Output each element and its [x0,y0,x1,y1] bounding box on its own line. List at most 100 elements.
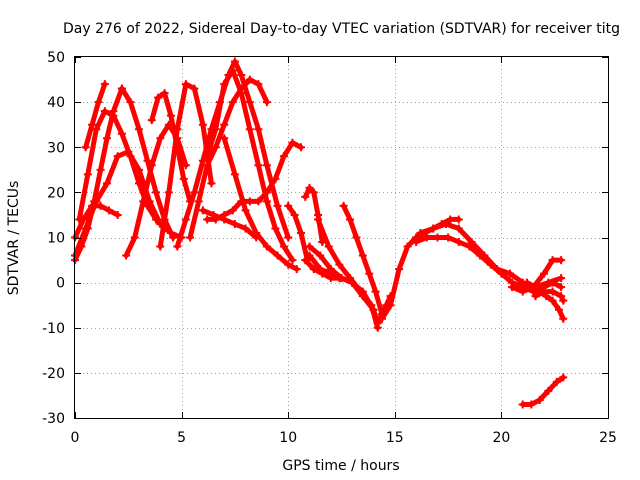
data-point [273,201,282,210]
data-point [203,152,212,161]
data-point [181,80,190,89]
data-point [548,296,557,305]
data-point [88,120,97,129]
data-point [548,278,557,287]
data-point [198,120,207,129]
data-point [96,201,105,210]
data-point [173,242,182,251]
data-point [412,238,421,247]
data-point [305,242,314,251]
data-point [433,233,442,242]
y-tick-label: -10 [42,321,65,337]
data-point [113,152,122,161]
y-tick-label: -30 [42,411,65,427]
data-point [126,98,135,107]
data-point [220,215,229,224]
data-point [209,210,218,219]
data-point [271,224,280,233]
data-point [290,210,299,219]
data-point [444,233,453,242]
data-point [369,305,378,314]
data-point [296,228,305,237]
data-point [186,233,195,242]
x-tick-label: 5 [177,430,186,446]
series-arc-13 [203,138,305,224]
data-point [81,224,90,233]
data-point [228,98,237,107]
data-point [416,228,425,237]
data-point [211,125,220,134]
series-arc-09 [71,147,186,260]
data-point [554,305,563,314]
data-point [241,206,250,215]
data-point [83,170,92,179]
data-point [540,269,549,278]
data-point [147,161,156,170]
data-point [480,251,489,260]
data-point [100,107,109,116]
data-point [252,233,261,242]
data-point [316,251,325,260]
data-point [316,265,325,274]
data-point [154,93,163,102]
data-point [237,71,246,80]
data-point [446,215,455,224]
data-point [166,228,175,237]
y-tick-label: 20 [47,185,65,201]
data-point [335,260,344,269]
data-point [301,192,310,201]
data-point [378,314,387,323]
data-point [145,197,154,206]
data-point [117,84,126,93]
data-point [134,125,143,134]
data-point [373,319,382,328]
y-tick-label: -20 [42,366,65,382]
data-point [326,269,335,278]
data-point [337,274,346,283]
data-point [230,219,239,228]
data-point [156,134,165,143]
data-point [113,210,122,219]
chart-title: Day 276 of 2022, Sidereal Day-to-day VTE… [63,21,620,37]
data-point [508,283,517,292]
data-point [96,165,105,174]
data-point [531,283,540,292]
y-tick-label: 40 [47,95,65,111]
data-point [339,201,348,210]
data-point [220,120,229,129]
data-point [279,242,288,251]
data-point [309,188,318,197]
x-axis-title: GPS time / hours [282,458,399,474]
data-point [305,251,314,260]
series-arc-27 [508,256,566,296]
data-point [403,242,412,251]
data-point [531,292,540,301]
data-point [279,152,288,161]
data-point [505,269,514,278]
data-point [346,274,355,283]
data-point [346,215,355,224]
data-point [211,143,220,152]
data-point [134,165,143,174]
series-trace [285,203,310,263]
data-point [198,206,207,215]
data-point [324,242,333,251]
data-point [557,256,566,265]
data-point [527,400,536,409]
data-point [156,242,165,251]
data-point [273,251,282,260]
data-point [358,251,367,260]
data-point [559,373,568,382]
data-point [262,242,271,251]
data-point [454,224,463,233]
data-point [94,98,103,107]
data-point [147,116,156,125]
data-point [241,224,250,233]
data-point [522,278,531,287]
data-point [305,183,314,192]
series-arc-28 [522,278,566,292]
data-point [288,138,297,147]
data-point [544,386,553,395]
data-point [194,197,203,206]
x-tick-label: 0 [71,430,80,446]
